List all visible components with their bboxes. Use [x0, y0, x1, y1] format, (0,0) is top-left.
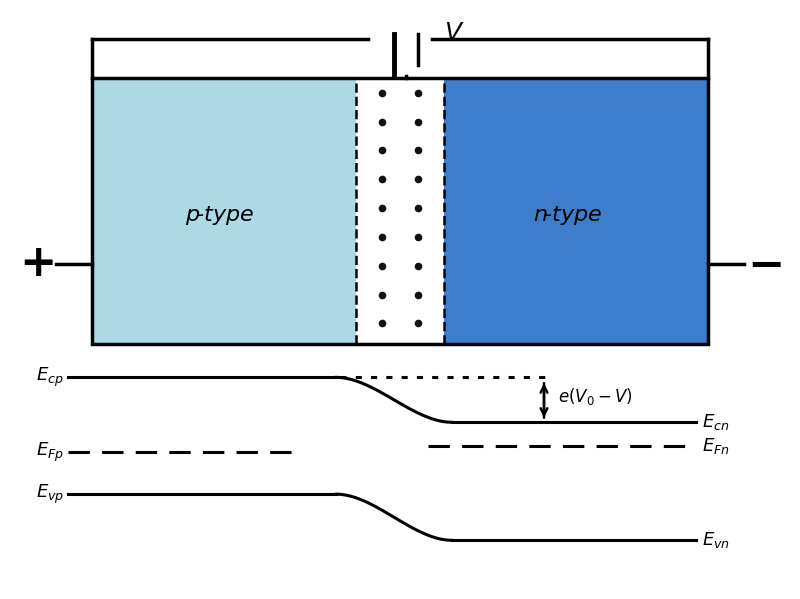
Text: $E_{\mathregular{v}n}$: $E_{\mathregular{v}n}$ — [702, 530, 730, 550]
Text: $E_{\mathregular{F}n}$: $E_{\mathregular{F}n}$ — [702, 436, 730, 456]
Bar — [444, 78, 708, 344]
Text: $\boldsymbol{-}$: $\boldsymbol{-}$ — [746, 242, 782, 285]
Text: $E_{\mathregular{c}n}$: $E_{\mathregular{c}n}$ — [702, 412, 730, 432]
Bar — [356, 78, 444, 344]
Text: $n\!$-type: $n\!$-type — [534, 204, 602, 227]
Text: $E_{\mathregular{v}p}$: $E_{\mathregular{v}p}$ — [36, 483, 64, 506]
Bar — [92, 78, 708, 344]
Text: $e(V_0 - V)$: $e(V_0 - V)$ — [558, 386, 634, 407]
Text: $V$: $V$ — [444, 21, 465, 45]
Text: $E_{\mathregular{c}p}$: $E_{\mathregular{c}p}$ — [36, 366, 64, 389]
Text: $p\!$-type: $p\!$-type — [186, 204, 254, 227]
Text: $\boldsymbol{+}$: $\boldsymbol{+}$ — [18, 242, 54, 285]
Text: $E_{\mathregular{F}p}$: $E_{\mathregular{F}p}$ — [36, 441, 64, 464]
Bar — [92, 78, 356, 344]
